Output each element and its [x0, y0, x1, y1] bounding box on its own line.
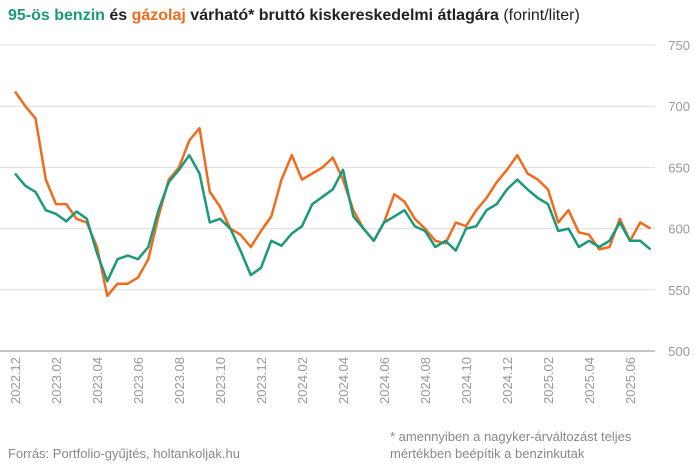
x-tick-label: 2025.02	[541, 357, 556, 404]
title-text: várható* bruttó kiskereskedelmi átlagára	[190, 7, 499, 24]
x-tick-label: 2022.12	[8, 357, 23, 404]
title-connector: és	[109, 7, 128, 24]
x-tick-label: 2024.08	[418, 357, 433, 404]
source: Forrás: Portfolio-gyűjtés, holtankoljak.…	[8, 446, 240, 461]
series-line	[14, 153, 652, 283]
x-tick-label: 2023.04	[90, 357, 105, 404]
y-tick-label: 700	[668, 99, 690, 114]
title-unit: (forint/liter)	[503, 7, 580, 24]
x-tick-label: 2023.02	[49, 357, 64, 404]
x-tick-label: 2025.06	[623, 357, 638, 404]
x-tick-label: 2024.02	[295, 357, 310, 404]
x-tick-label: 2023.10	[213, 357, 228, 404]
y-tick-label: 650	[668, 160, 690, 175]
footnote: * amennyiben a nagyker-árváltozást telje…	[390, 429, 632, 461]
x-tick-label: 2023.12	[254, 357, 269, 404]
series-line	[13, 90, 652, 298]
x-tick-label: 2024.04	[336, 357, 351, 404]
x-tick-label: 2025.04	[582, 357, 597, 404]
y-tick-label: 550	[668, 283, 690, 298]
x-tick-label: 2024.10	[459, 357, 474, 404]
x-tick-label: 2023.06	[131, 357, 146, 404]
x-tick-label: 2024.06	[377, 357, 392, 404]
title-series-2: gázolaj	[131, 7, 186, 24]
x-tick-label: 2023.08	[172, 357, 187, 404]
x-tick-label: 2024.12	[500, 357, 515, 404]
title-series-1: 95-ös benzin	[8, 7, 105, 24]
y-tick-label: 600	[668, 222, 690, 237]
chart-title: 95-ös benzin és gázolaj várható* bruttó …	[8, 7, 580, 25]
y-tick-label: 750	[668, 38, 690, 53]
y-tick-label: 500	[668, 344, 690, 359]
